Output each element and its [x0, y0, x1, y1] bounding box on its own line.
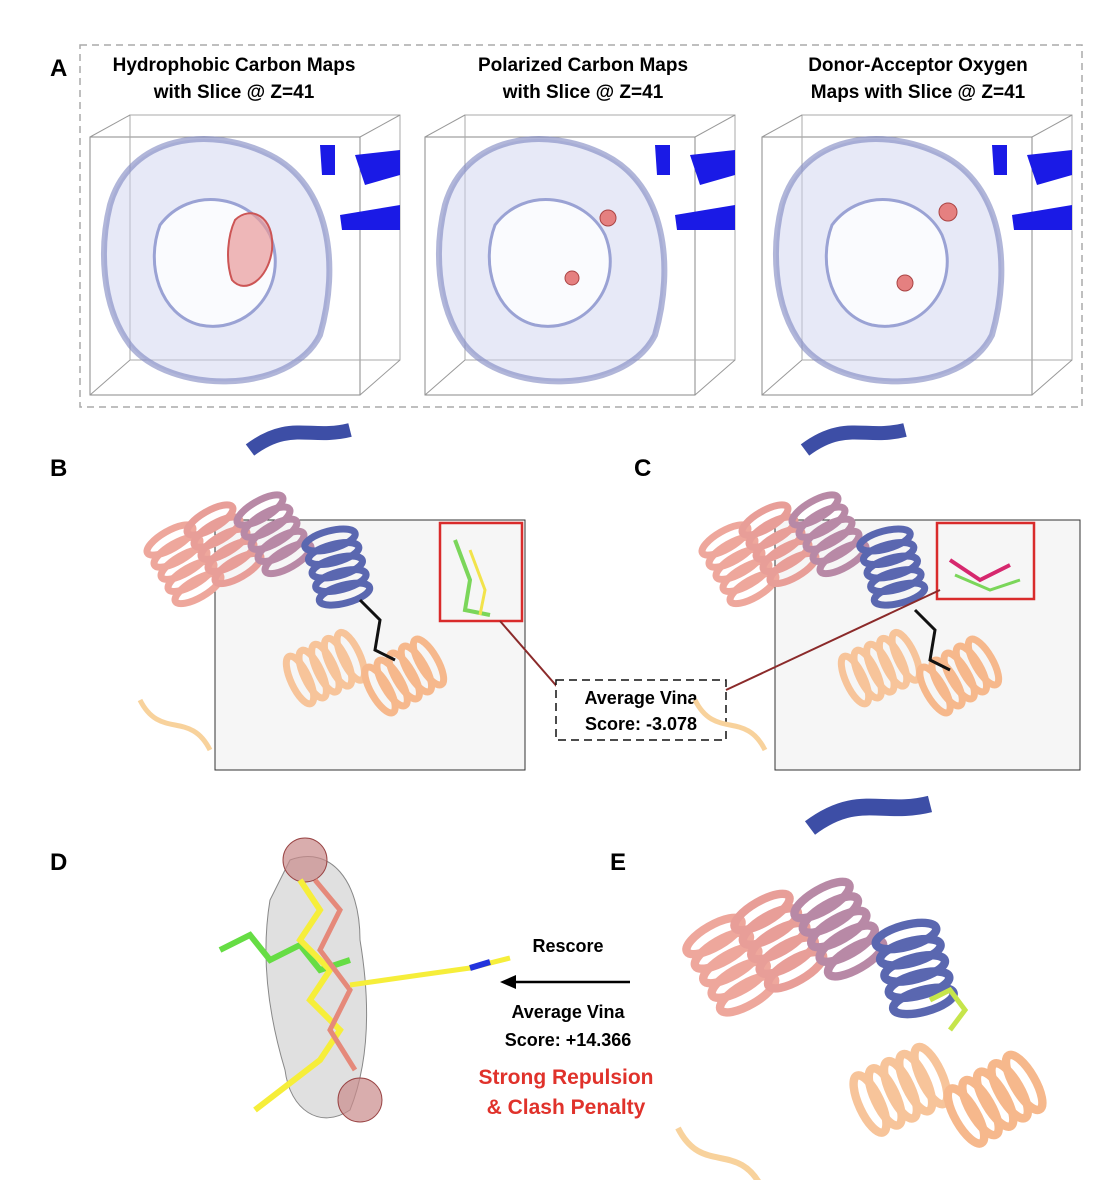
panel-label: C [634, 455, 651, 482]
rescore-label: Rescore [532, 936, 603, 956]
penalty-text: & Clash Penalty [487, 1096, 646, 1119]
map-title: Polarized Carbon Maps [478, 55, 688, 76]
protein-render [140, 430, 561, 771]
map-title: with Slice @ Z=41 [502, 82, 664, 103]
score-text: Score: -3.078 [585, 714, 697, 734]
score-text: Average Vina [584, 688, 698, 708]
panel-label: B [50, 455, 67, 482]
score-text: Average Vina [511, 1002, 625, 1022]
panel-label: A [50, 55, 67, 82]
map-title: Hydrophobic Carbon Maps [113, 55, 356, 76]
score-box [555, 679, 727, 741]
protein-render [678, 804, 1049, 1180]
panel-label: E [610, 849, 626, 876]
map-title: Donor-Acceptor Oxygen [808, 55, 1028, 76]
map-render [90, 115, 1072, 395]
penalty-text: Strong Repulsion [479, 1066, 654, 1089]
protein-render [695, 430, 1081, 771]
score-text: Score: +14.366 [505, 1030, 632, 1050]
ligand-render [218, 837, 511, 1123]
panel-a-frame [79, 44, 1083, 408]
arrow-head [500, 975, 516, 989]
panel-label: D [50, 849, 67, 876]
map-title: with Slice @ Z=41 [153, 82, 315, 103]
map-title: Maps with Slice @ Z=41 [811, 82, 1026, 103]
